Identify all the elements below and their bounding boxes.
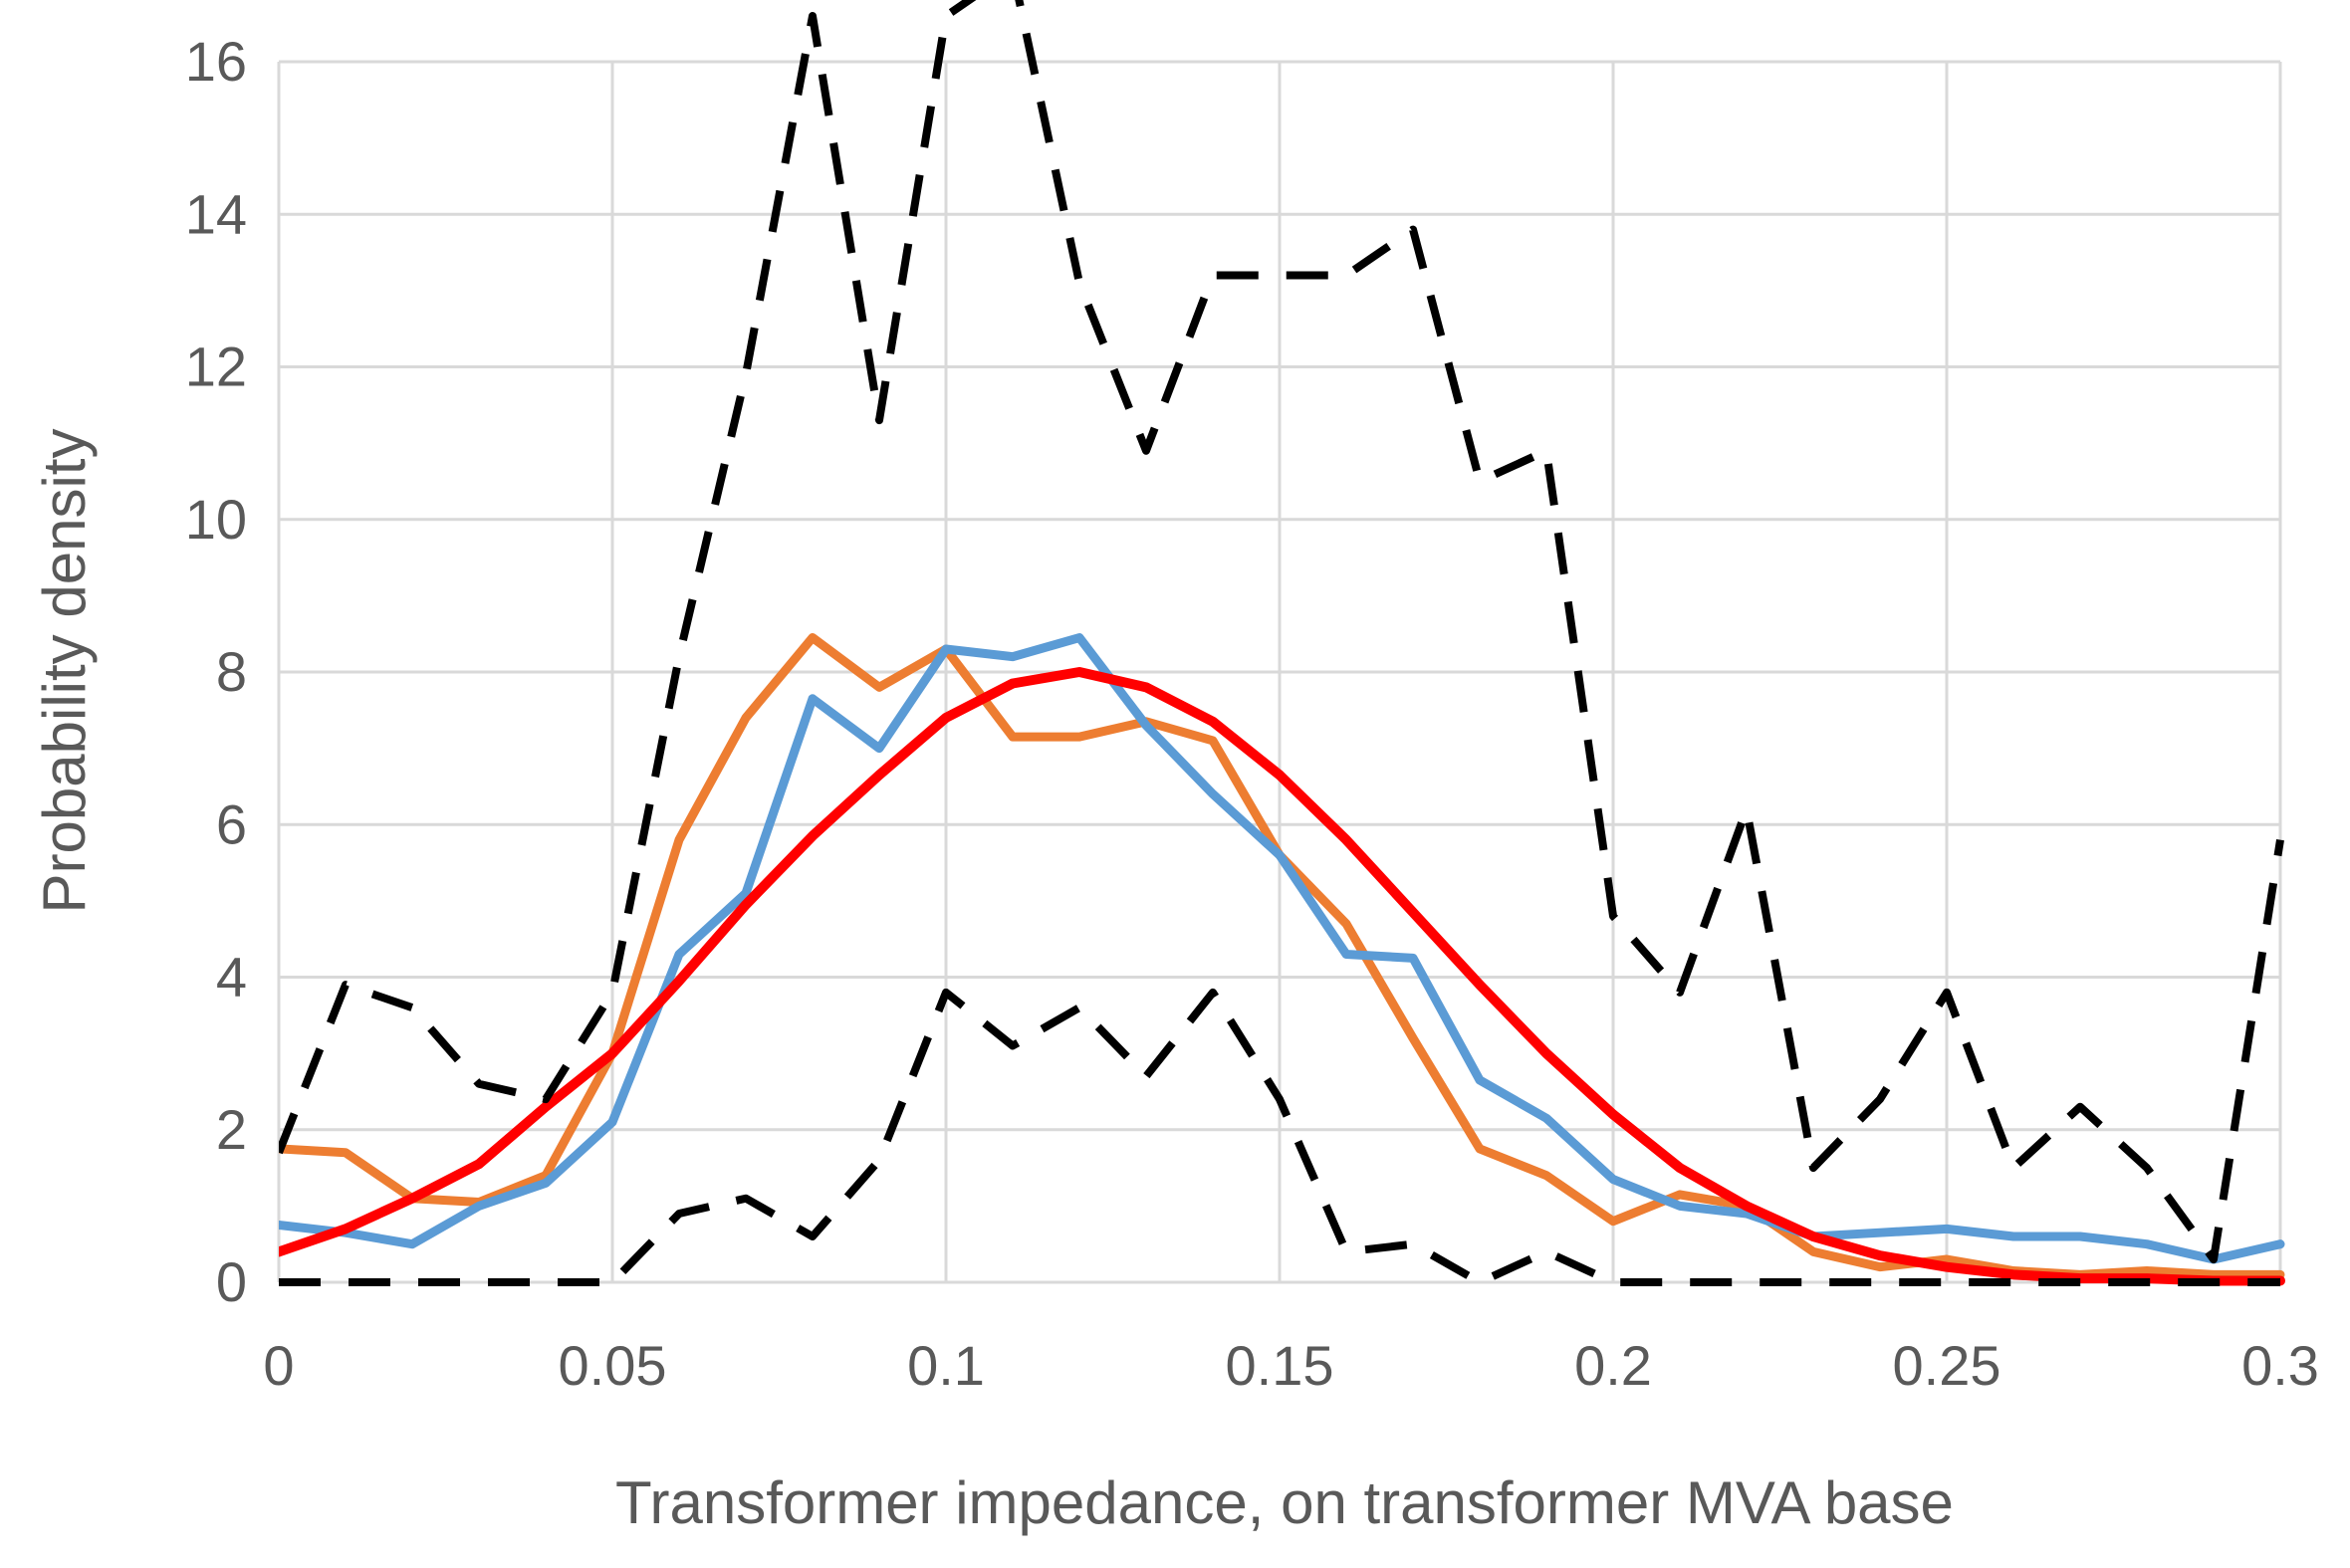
y-tick-label: 14 [185,182,247,245]
x-tick-label: 0 [263,1334,294,1397]
series-line-red [279,667,2285,1286]
series-line-blue [279,633,2285,1264]
series-line-lower-bound [279,988,2280,1286]
x-axis-title: Transformer impedance, on transformer MV… [615,1469,1954,1536]
tick-labels: 0 2 4 6 8 10 12 14 16 0 0.05 0.1 0.15 0.2 0.25 0.3 [185,30,2319,1397]
x-tick-label: 0.15 [1226,1334,1334,1397]
series-lines [279,0,2285,1286]
x-tick-label: 0.3 [2241,1334,2319,1397]
series-line-upper-bound [279,0,2284,1264]
y-tick-label: 0 [216,1250,247,1313]
y-tick-label: 2 [216,1098,247,1161]
x-tick-label: 0.1 [907,1334,985,1397]
y-tick-label: 4 [216,946,247,1008]
y-tick-label: 8 [216,640,247,703]
y-tick-label: 16 [185,30,247,93]
y-tick-label: 10 [185,488,247,551]
x-tick-label: 0.05 [559,1334,667,1397]
y-tick-label: 6 [216,792,247,855]
y-tick-label: 12 [185,336,247,398]
y-axis-title: Probability density [31,429,98,914]
x-tick-label: 0.25 [1893,1334,2001,1397]
gridlines [277,60,2282,1284]
x-tick-label: 0.2 [1574,1334,1652,1397]
